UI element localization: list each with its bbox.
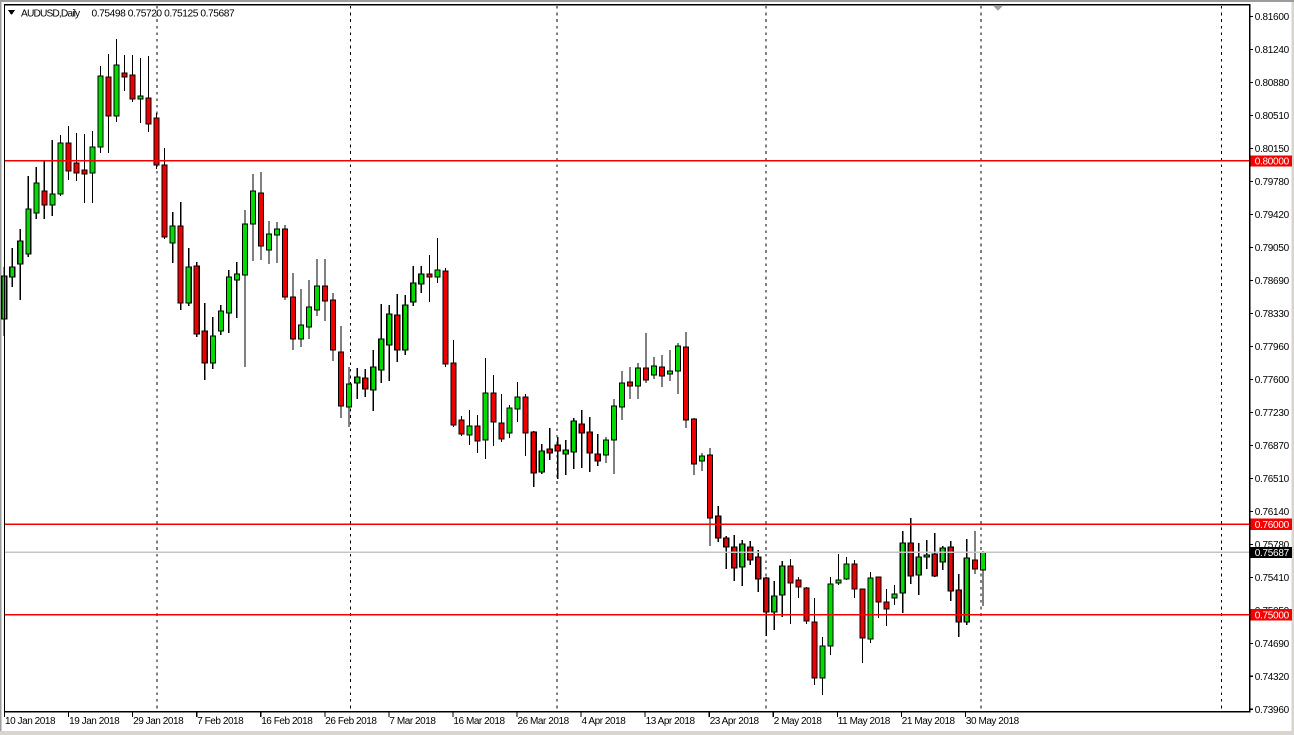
svg-text:16 Feb 2018: 16 Feb 2018 bbox=[261, 716, 313, 727]
svg-text:0.74320: 0.74320 bbox=[1255, 672, 1290, 683]
svg-text:0.80150: 0.80150 bbox=[1255, 144, 1290, 155]
svg-text:0.75410: 0.75410 bbox=[1255, 573, 1290, 584]
svg-text:0.74690: 0.74690 bbox=[1255, 639, 1290, 650]
svg-text:0.79050: 0.79050 bbox=[1255, 243, 1290, 254]
svg-text:4 Apr 2018: 4 Apr 2018 bbox=[582, 716, 627, 727]
svg-text:30 May 2018: 30 May 2018 bbox=[966, 716, 1020, 727]
svg-text:10 Jan 2018: 10 Jan 2018 bbox=[5, 716, 56, 727]
svg-text:29 Jan 2018: 29 Jan 2018 bbox=[133, 716, 184, 727]
svg-text:0.75687: 0.75687 bbox=[1255, 548, 1290, 559]
svg-text:0.76000: 0.76000 bbox=[1255, 520, 1290, 531]
svg-text:7 Mar 2018: 7 Mar 2018 bbox=[389, 716, 436, 727]
svg-text:0.76510: 0.76510 bbox=[1255, 474, 1290, 485]
svg-text:0.73960: 0.73960 bbox=[1255, 705, 1290, 716]
svg-text:26 Feb 2018: 26 Feb 2018 bbox=[325, 716, 377, 727]
svg-text:21 May 2018: 21 May 2018 bbox=[902, 716, 956, 727]
svg-text:0.75498 0.75720 0.75125 0.7568: 0.75498 0.75720 0.75125 0.75687 bbox=[92, 9, 236, 20]
svg-text:0.80880: 0.80880 bbox=[1255, 78, 1290, 89]
svg-text:AUDUSD,Daily: AUDUSD,Daily bbox=[21, 9, 81, 20]
svg-text:0.75000: 0.75000 bbox=[1255, 611, 1290, 622]
svg-text:0.81240: 0.81240 bbox=[1255, 45, 1290, 56]
svg-text:23 Apr 2018: 23 Apr 2018 bbox=[710, 716, 760, 727]
svg-text:0.80510: 0.80510 bbox=[1255, 111, 1290, 122]
svg-text:0.77600: 0.77600 bbox=[1255, 375, 1290, 386]
svg-text:0.76140: 0.76140 bbox=[1255, 507, 1290, 518]
svg-text:0.76870: 0.76870 bbox=[1255, 441, 1290, 452]
svg-text:0.78690: 0.78690 bbox=[1255, 276, 1290, 287]
svg-text:0.81600: 0.81600 bbox=[1255, 12, 1290, 23]
svg-text:0.77230: 0.77230 bbox=[1255, 408, 1290, 419]
svg-text:0.75780: 0.75780 bbox=[1255, 540, 1290, 551]
svg-text:11 May 2018: 11 May 2018 bbox=[838, 716, 891, 727]
svg-text:26 Mar 2018: 26 Mar 2018 bbox=[518, 716, 570, 727]
svg-text:7 Feb 2018: 7 Feb 2018 bbox=[197, 716, 244, 727]
svg-text:2 May 2018: 2 May 2018 bbox=[774, 716, 823, 727]
svg-text:0.78330: 0.78330 bbox=[1255, 309, 1290, 320]
svg-text:0.77960: 0.77960 bbox=[1255, 342, 1290, 353]
svg-text:19 Jan 2018: 19 Jan 2018 bbox=[69, 716, 120, 727]
svg-text:16 Mar 2018: 16 Mar 2018 bbox=[453, 716, 505, 727]
svg-text:0.79780: 0.79780 bbox=[1255, 177, 1290, 188]
svg-text:0.79420: 0.79420 bbox=[1255, 210, 1290, 221]
svg-text:0.80000: 0.80000 bbox=[1255, 157, 1290, 168]
svg-text:13 Apr 2018: 13 Apr 2018 bbox=[646, 716, 696, 727]
